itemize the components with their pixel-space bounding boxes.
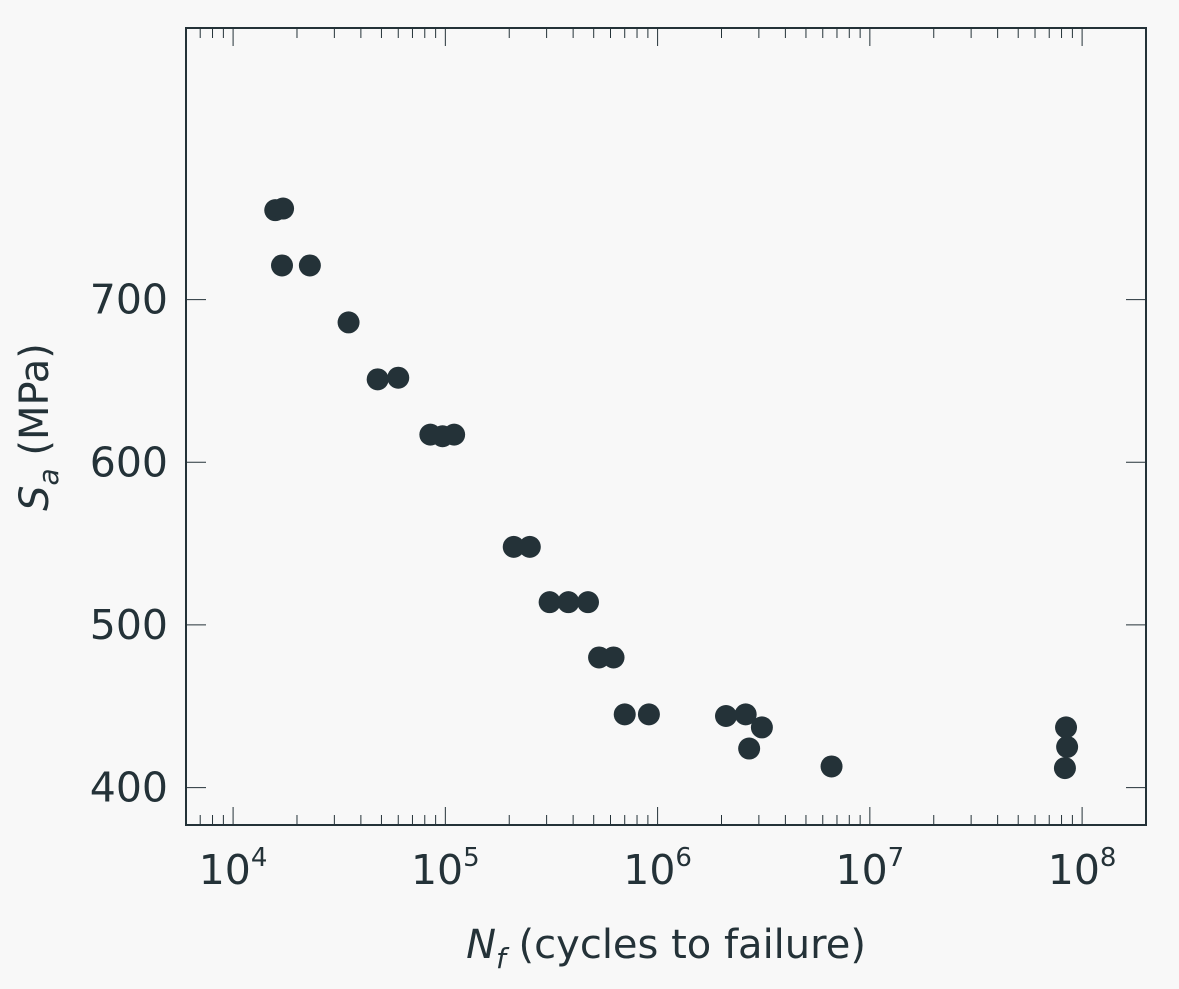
x-tick-label-base: 10 — [1048, 846, 1100, 894]
data-point — [738, 737, 761, 760]
data-point — [602, 646, 625, 669]
y-tick-label: 600 — [90, 438, 168, 486]
data-point — [387, 366, 410, 389]
data-point — [1055, 716, 1078, 739]
x-tick-label-base: 10 — [623, 846, 675, 894]
data-point — [271, 254, 294, 277]
data-point — [298, 254, 321, 277]
x-axis-label-text: (cycles to failure) — [506, 922, 866, 968]
x-tick-label: 107 — [835, 843, 904, 894]
x-tick-label: 106 — [623, 843, 692, 894]
x-axis-tick-labels: 104 105 106 107 108 — [199, 843, 1117, 894]
x-tick-label: 108 — [1048, 843, 1117, 894]
data-point — [637, 703, 660, 726]
data-point — [714, 705, 737, 728]
data-point — [576, 591, 599, 614]
data-point — [538, 591, 561, 614]
y-axis-label: Sa (MPa) — [12, 343, 65, 511]
x-tick-label-base: 10 — [199, 846, 251, 894]
data-point — [820, 755, 843, 778]
data-point — [443, 423, 466, 446]
x-tick-label-base: 10 — [835, 846, 887, 894]
x-tick-label-base: 10 — [411, 846, 463, 894]
x-tick-label-exponent: 8 — [1100, 843, 1117, 873]
y-tick-label: 500 — [90, 601, 168, 649]
data-point — [337, 311, 360, 334]
y-axis-label-text: (MPa) — [12, 343, 58, 468]
scatter-points — [264, 197, 1079, 780]
x-axis-symbol: N — [466, 922, 496, 968]
x-axis-ticks — [185, 28, 1147, 825]
x-axis-label: Nf (cycles to failure) — [466, 922, 866, 975]
data-point — [734, 703, 757, 726]
plot-area — [185, 27, 1147, 826]
data-point — [366, 368, 389, 391]
y-axis-subscript: a — [32, 468, 65, 485]
data-point — [518, 535, 541, 558]
data-point — [557, 591, 580, 614]
x-tick-label: 104 — [199, 843, 268, 894]
y-axis-ticks — [186, 299, 1146, 789]
data-point — [1056, 735, 1079, 758]
y-axis-tick-labels: 400 500 600 700 — [90, 276, 168, 812]
x-tick-label-exponent: 6 — [675, 843, 692, 873]
data-point — [1053, 757, 1076, 780]
data-point — [750, 716, 773, 739]
data-point — [502, 535, 525, 558]
x-tick-label-exponent: 7 — [888, 843, 905, 873]
data-point — [272, 197, 295, 220]
y-axis-symbol: S — [12, 486, 58, 511]
x-tick-label-exponent: 4 — [251, 843, 268, 873]
x-tick-label-exponent: 5 — [463, 843, 480, 873]
y-tick-label: 700 — [90, 276, 168, 324]
y-tick-label: 400 — [90, 764, 168, 812]
x-tick-label: 105 — [411, 843, 480, 894]
data-point — [613, 703, 636, 726]
